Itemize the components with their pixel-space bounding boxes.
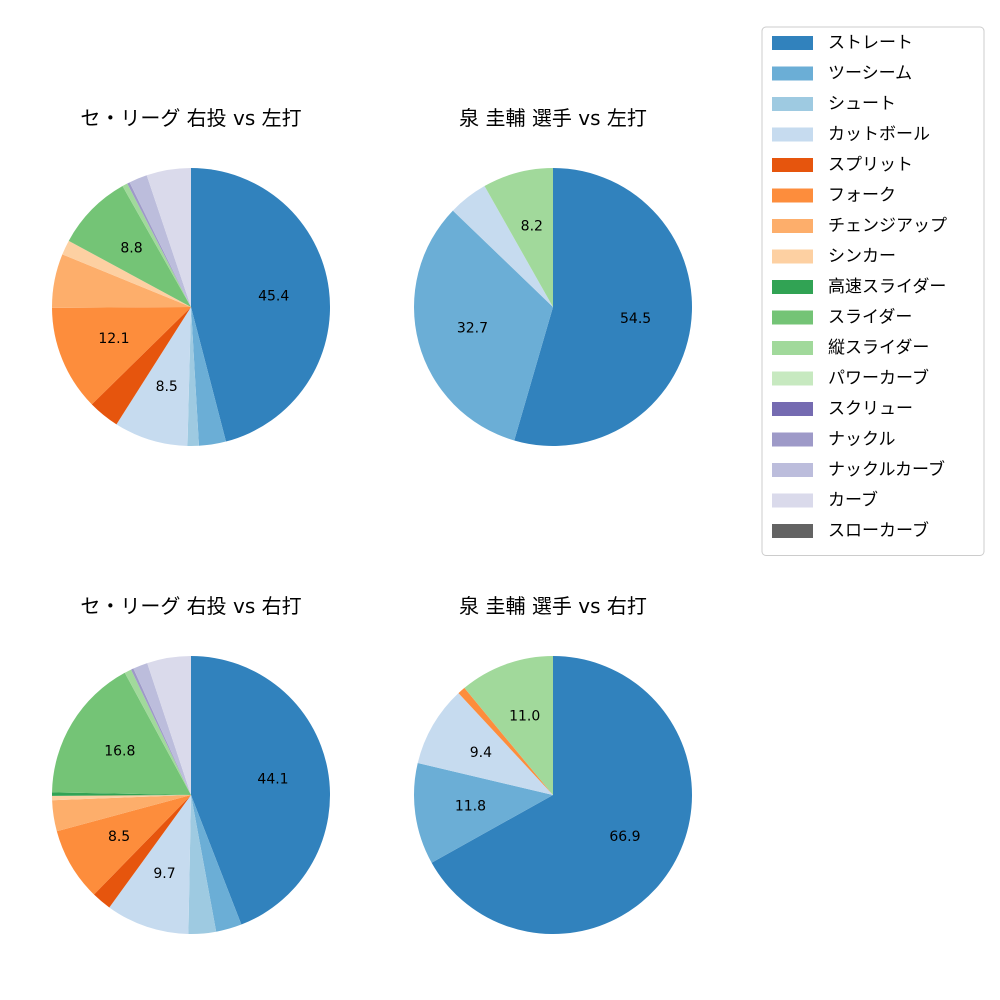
legend-label: スローカーブ [828, 520, 929, 541]
legend-label: シンカー [828, 247, 896, 267]
pie-slice [56, 795, 192, 895]
legend-label: ナックルカーブ [828, 459, 945, 480]
chart-title: 泉 圭輔 選手 vs 左打 [459, 106, 647, 130]
pie-chart-2: 泉 圭輔 選手 vs 左打 54.5 32.7 8.2 [414, 106, 693, 446]
legend-swatch [772, 66, 813, 81]
legend-swatch [772, 402, 813, 416]
pie-slice [414, 210, 553, 441]
legend-swatch [772, 97, 813, 111]
pie-slice [52, 307, 191, 405]
chart-title: セ・リーグ 右投 vs 右打 [80, 594, 301, 618]
pie-slice [91, 307, 191, 425]
legend-swatch [772, 249, 813, 264]
pie-slice [133, 663, 191, 795]
legend-label: スクリュー [828, 399, 913, 419]
pie-slice [51, 254, 191, 308]
legend-swatch [772, 371, 813, 386]
legend-label: スライダー [828, 308, 912, 328]
slice-label: 45.4 [258, 288, 289, 304]
pie-slice [431, 656, 693, 935]
chart-title: セ・リーグ 右投 vs 左打 [80, 106, 301, 130]
legend-swatch [772, 158, 813, 172]
pie-slice [458, 687, 553, 795]
pie-slice [452, 186, 553, 307]
legend-swatch [772, 432, 813, 447]
legend-swatch [772, 127, 813, 142]
legend-label: ストレート [828, 33, 913, 53]
legend-swatch [772, 524, 813, 538]
slice-label: 11.0 [509, 709, 540, 725]
legend-label: パワーカーブ [828, 368, 929, 389]
legend-label: シュート [828, 94, 896, 114]
pie-slice [147, 656, 191, 795]
pie-slice [52, 795, 191, 832]
pie-slice [191, 168, 331, 442]
pie-slice [514, 168, 693, 446]
legend-swatch [772, 493, 813, 508]
slice-label: 8.5 [156, 379, 178, 395]
pie-slice [109, 795, 191, 934]
pie-slice [93, 795, 191, 908]
pie-slice [127, 182, 191, 307]
pie-slice [187, 307, 199, 447]
legend-label: チェンジアップ [828, 216, 947, 236]
pie-slice [52, 672, 191, 795]
pie-slice [131, 668, 191, 795]
slice-label: 12.1 [98, 331, 129, 347]
slice-label: 32.7 [457, 321, 488, 337]
pie-slice [417, 693, 553, 795]
pie-chart-4: 泉 圭輔 選手 vs 右打 66.9 11.8 9.4 11.0 [414, 594, 693, 935]
slice-label: 54.5 [620, 311, 651, 327]
pie-slice [122, 183, 191, 307]
chart-title: 泉 圭輔 選手 vs 右打 [459, 594, 647, 618]
pie-slice [68, 186, 191, 307]
slice-label: 16.8 [104, 744, 135, 760]
slice-label: 9.7 [153, 866, 175, 882]
legend-swatch [772, 463, 813, 477]
pie-slice [62, 240, 191, 307]
pie-slice [146, 168, 191, 307]
slice-label: 8.8 [120, 241, 142, 257]
legend-swatch [772, 36, 813, 50]
pie-slice [191, 307, 226, 446]
legend-label: ツーシーム [828, 64, 912, 84]
legend-label: フォーク [828, 186, 896, 206]
pie-slice [188, 795, 217, 935]
pie-chart-1: セ・リーグ 右投 vs 左打 45.4 8.5 12.1 8.8 [51, 106, 331, 447]
legend-label: カットボール [828, 125, 930, 145]
legend-label: 高速スライダー [828, 277, 946, 297]
legend-swatch [772, 341, 813, 355]
legend-label: 縦スライダー [828, 338, 929, 358]
legend-swatch [772, 310, 813, 325]
slice-label: 44.1 [257, 772, 288, 788]
pie-slice [129, 175, 191, 307]
legend: ストレートツーシームシュートカットボールスプリットフォークチェンジアップシンカー… [761, 26, 985, 556]
pie-slice [191, 795, 242, 932]
pie-slice [414, 762, 553, 863]
pie-slice [484, 168, 553, 307]
legend-label: カーブ [828, 490, 878, 511]
pie-slice [51, 792, 191, 796]
slice-label: 8.2 [521, 218, 543, 234]
pie-slice [191, 656, 331, 925]
pie-slice [464, 656, 553, 795]
slice-label: 8.5 [108, 829, 130, 845]
slice-label: 9.4 [470, 745, 492, 761]
legend-swatch [772, 188, 813, 203]
pie-slice [116, 307, 191, 446]
pie-slice [124, 669, 191, 795]
slice-label: 11.8 [455, 799, 486, 815]
legend-swatch [772, 280, 813, 294]
legend-label: スプリット [828, 155, 913, 175]
slice-label: 66.9 [609, 829, 640, 845]
legend-frame [761, 26, 985, 556]
legend-swatch [772, 219, 813, 233]
legend-label: ナックル [828, 430, 896, 450]
pie-chart-3: セ・リーグ 右投 vs 右打 44.1 9.7 8.5 16.8 [51, 594, 331, 935]
pie-slice [52, 795, 191, 801]
